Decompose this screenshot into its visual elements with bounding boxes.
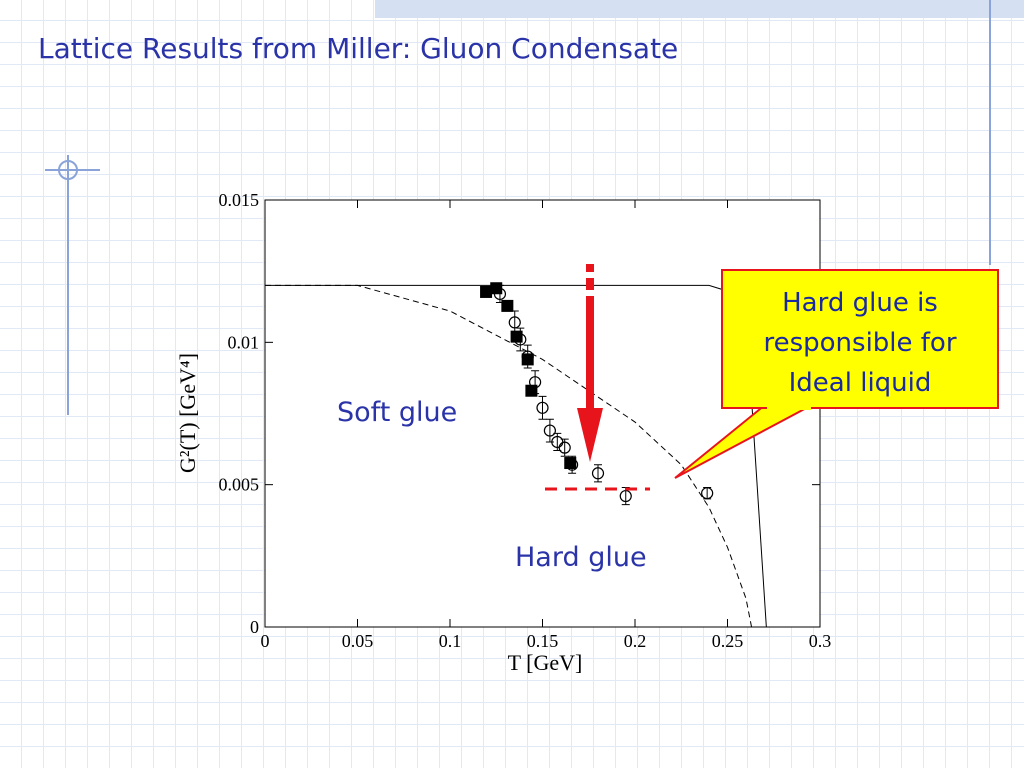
point bbox=[565, 458, 579, 471]
y-tick-label: 0.005 bbox=[219, 475, 260, 495]
arrow-head bbox=[577, 408, 603, 462]
error-bar bbox=[516, 327, 525, 352]
y-tick-label: 0.01 bbox=[228, 332, 260, 352]
error-bar bbox=[523, 344, 532, 369]
error-bar bbox=[531, 370, 540, 395]
point bbox=[543, 424, 557, 437]
x-tick-label: 0.05 bbox=[342, 631, 374, 651]
curve bbox=[265, 284, 753, 628]
slide-title: Lattice Results from Miller: Gluon Conde… bbox=[38, 32, 678, 65]
point bbox=[619, 489, 632, 503]
y-axis-label: G²(T) [GeV⁴] bbox=[175, 353, 200, 473]
point bbox=[521, 350, 534, 363]
error-bar bbox=[510, 310, 519, 335]
y-tick-label: 0 bbox=[250, 617, 259, 637]
x-axis-label: T [GeV] bbox=[508, 650, 583, 675]
point bbox=[591, 467, 605, 480]
point bbox=[528, 376, 542, 389]
point bbox=[514, 333, 527, 346]
deco-circle bbox=[58, 160, 78, 180]
x-tick-label: 0.1 bbox=[439, 631, 462, 651]
point bbox=[493, 287, 507, 301]
plot: 0 0.05 0.1 0.15 0.2 0.25 0.3 0 0.005 0.01 0.015 bbox=[219, 190, 832, 651]
point bbox=[480, 285, 493, 298]
x-tick-label: 0 bbox=[261, 631, 270, 651]
point bbox=[701, 487, 714, 500]
annotation: Soft glue bbox=[337, 397, 457, 428]
x-tick-label: 0.25 bbox=[712, 631, 744, 651]
x-tick-label: 0.2 bbox=[624, 631, 647, 651]
callout-text: Hard glue is bbox=[782, 288, 938, 318]
annotation: Hard glue bbox=[515, 542, 647, 573]
point bbox=[558, 441, 571, 454]
x-tick-label: 0.3 bbox=[809, 631, 832, 651]
error-bar bbox=[538, 395, 547, 420]
point bbox=[501, 299, 514, 312]
point bbox=[564, 457, 577, 470]
point bbox=[508, 316, 521, 329]
point bbox=[536, 401, 549, 414]
y-tick-label: 0.015 bbox=[219, 190, 260, 210]
error-bar bbox=[545, 418, 554, 443]
x-tick-label: 0.15 bbox=[527, 631, 559, 651]
callout-text: Ideal liquid bbox=[789, 368, 932, 398]
callout-text: responsible for bbox=[763, 328, 956, 358]
point bbox=[510, 330, 523, 343]
callout-box bbox=[721, 269, 999, 409]
callout-join bbox=[767, 404, 811, 410]
top-bar bbox=[375, 0, 1024, 18]
